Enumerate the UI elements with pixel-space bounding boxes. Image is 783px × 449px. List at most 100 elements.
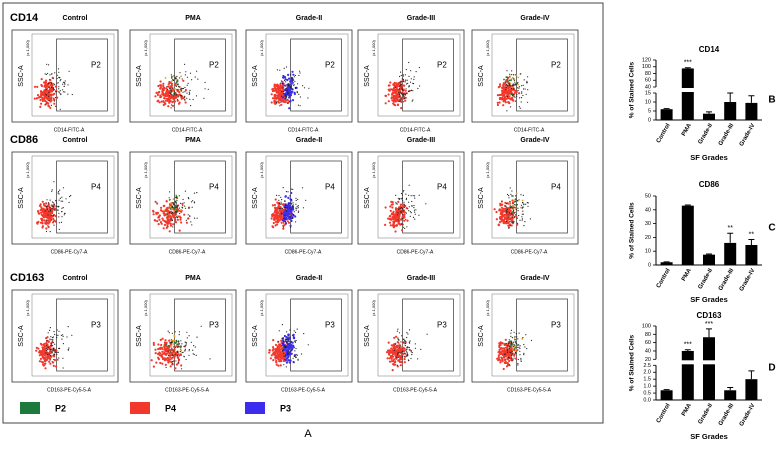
event-dot xyxy=(508,102,510,104)
event-dot xyxy=(189,99,190,100)
event-dot xyxy=(294,362,295,363)
event-dot xyxy=(189,93,190,94)
event-dot xyxy=(42,347,44,349)
event-dot xyxy=(176,344,177,345)
event-dot xyxy=(285,359,287,361)
event-dot xyxy=(154,349,156,351)
event-dot xyxy=(36,97,38,99)
event-dot xyxy=(300,105,301,106)
event-dot xyxy=(194,218,195,219)
event-dot xyxy=(181,207,182,208)
event-dot xyxy=(173,357,175,359)
panel-label: D xyxy=(768,363,775,374)
event-dot xyxy=(288,203,289,204)
event-dot xyxy=(290,75,291,76)
event-dot xyxy=(409,185,410,186)
event-dot xyxy=(50,207,51,208)
event-dot xyxy=(410,70,411,71)
event-dot xyxy=(183,92,184,93)
event-dot xyxy=(414,76,415,77)
event-dot xyxy=(513,83,514,84)
event-dot xyxy=(392,203,394,205)
y-tick-label: 10 xyxy=(645,249,651,255)
event-dot xyxy=(172,333,173,334)
event-dot xyxy=(168,84,170,86)
event-dot xyxy=(295,341,296,342)
event-dot xyxy=(516,333,517,334)
event-dot xyxy=(400,92,401,93)
y-axis-label: SSC-A xyxy=(364,325,371,347)
event-dot xyxy=(397,337,398,338)
event-dot xyxy=(58,348,59,349)
event-dot xyxy=(390,224,392,226)
event-dot xyxy=(278,102,280,104)
event-dot xyxy=(305,200,306,201)
event-dot xyxy=(275,344,277,346)
event-dot xyxy=(48,211,49,212)
event-dot xyxy=(38,213,40,215)
x-tick-label: PMA xyxy=(681,402,693,417)
event-dot xyxy=(48,347,49,348)
event-dot xyxy=(201,326,202,327)
event-dot xyxy=(281,222,283,224)
event-dot xyxy=(521,93,522,94)
event-dot xyxy=(50,231,51,232)
event-dot xyxy=(527,76,528,77)
event-dot xyxy=(517,218,518,219)
event-dot xyxy=(190,105,191,106)
event-dot xyxy=(57,329,58,330)
event-dot xyxy=(417,358,418,359)
event-dot xyxy=(397,346,399,348)
event-dot xyxy=(402,208,403,209)
event-dot xyxy=(286,96,287,97)
y-tick-label: 2.5 xyxy=(643,363,651,369)
event-dot xyxy=(506,212,507,213)
event-dot xyxy=(171,80,173,82)
event-dot xyxy=(183,199,184,200)
event-dot xyxy=(278,210,280,212)
event-dot xyxy=(285,98,286,99)
event-dot xyxy=(34,86,36,88)
event-dot xyxy=(292,99,294,101)
event-dot xyxy=(414,198,415,199)
event-dot xyxy=(58,88,59,89)
event-dot xyxy=(168,360,170,362)
event-dot xyxy=(176,363,178,365)
event-dot xyxy=(287,99,289,101)
event-dot xyxy=(402,356,403,357)
y-axis-label: SSC-A xyxy=(18,325,25,347)
event-dot xyxy=(515,101,516,102)
event-dot xyxy=(295,204,296,205)
event-dot xyxy=(507,80,509,82)
event-dot xyxy=(276,364,278,366)
event-dot xyxy=(525,334,526,335)
y-tick-label: 30 xyxy=(645,221,651,227)
event-dot xyxy=(172,212,173,213)
error-bar xyxy=(685,205,691,206)
event-dot xyxy=(282,96,284,98)
event-dot xyxy=(511,74,512,75)
event-dot xyxy=(180,221,182,223)
event-dot xyxy=(48,222,50,224)
event-dot xyxy=(508,214,510,216)
event-dot xyxy=(503,89,505,91)
event-dot xyxy=(297,329,298,330)
event-dot xyxy=(503,79,505,81)
event-dot xyxy=(290,92,292,94)
event-dot xyxy=(277,69,278,70)
event-dot xyxy=(43,344,45,346)
event-dot xyxy=(504,218,506,220)
event-dot xyxy=(292,88,293,89)
event-dot xyxy=(175,217,176,218)
event-dot xyxy=(414,195,415,196)
event-dot xyxy=(288,84,289,85)
event-dot xyxy=(390,347,392,349)
event-dot xyxy=(280,102,281,103)
event-dot xyxy=(404,100,406,102)
event-dot xyxy=(178,346,179,347)
event-dot xyxy=(276,357,278,359)
event-dot xyxy=(58,213,59,214)
x-tick-label: Grade-II xyxy=(698,123,715,146)
event-dot xyxy=(514,344,515,345)
column-label: Grade-III xyxy=(407,275,435,282)
